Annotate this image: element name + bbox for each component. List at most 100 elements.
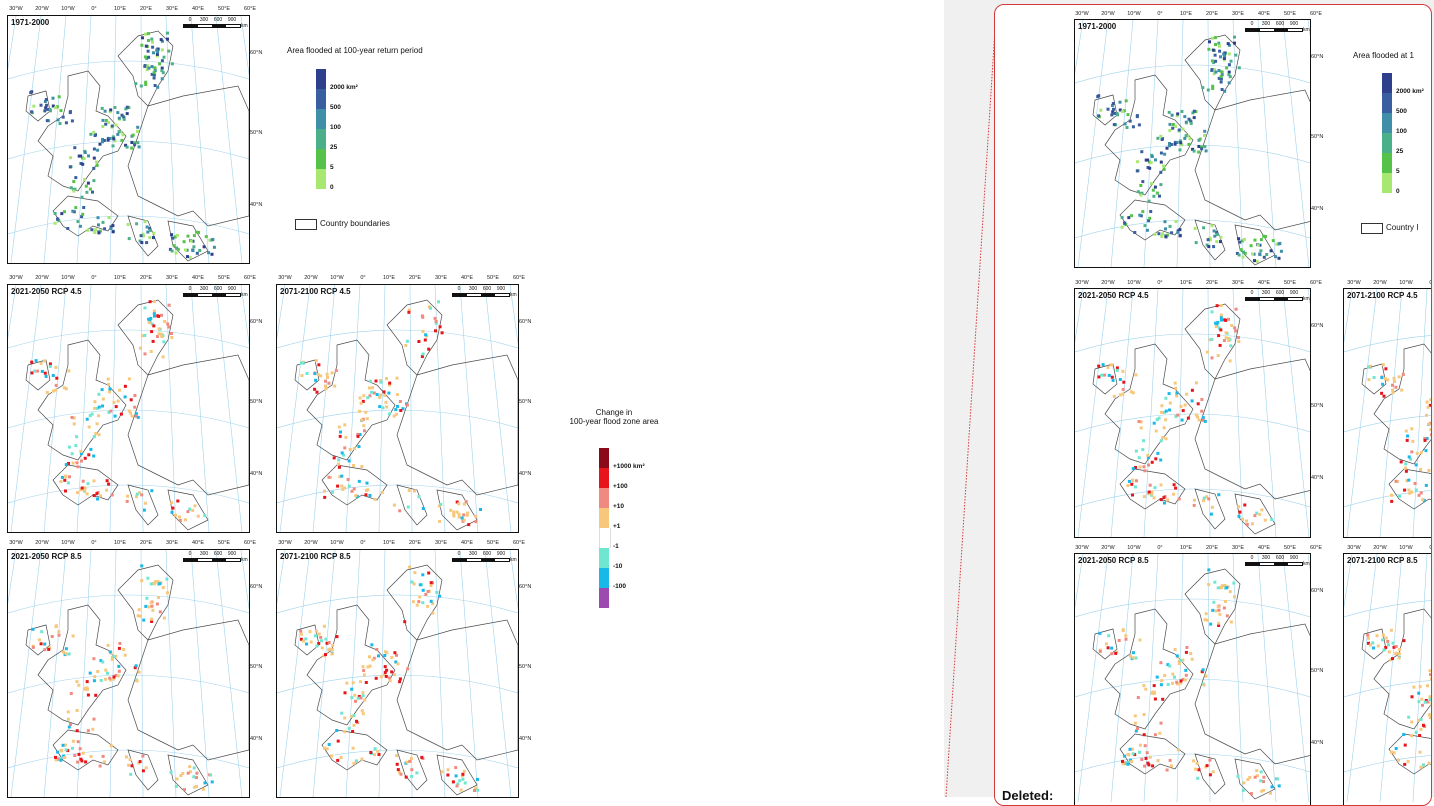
flood-cell [1417, 700, 1420, 703]
flood-cell [1169, 123, 1172, 126]
flood-cell [71, 452, 74, 455]
flood-cell [1199, 138, 1202, 141]
flood-cell [1147, 464, 1150, 467]
flood-cell [415, 771, 418, 774]
longitude-label: 50°E [480, 540, 506, 546]
flood-cell [359, 397, 362, 400]
flood-cell [111, 125, 114, 128]
flood-cell [1168, 665, 1171, 668]
coastline [118, 31, 173, 106]
flood-cell [66, 227, 69, 230]
flood-cell [87, 694, 90, 697]
flood-cell [1220, 586, 1223, 589]
flood-cell [1233, 326, 1236, 329]
flood-cell [1414, 482, 1417, 485]
country-boundaries-label: Country boundaries [320, 219, 390, 228]
flood-cell [1421, 498, 1424, 501]
flood-cell [421, 314, 424, 317]
flood-cell [1189, 652, 1192, 655]
longitude-label: 10°E [1173, 280, 1199, 286]
legend-label: 5 [1396, 168, 1400, 175]
flood-cell [90, 755, 93, 758]
flood-cell [1392, 642, 1395, 645]
flood-cell [304, 637, 307, 640]
flood-cell [63, 210, 66, 213]
flood-cell [400, 773, 403, 776]
flood-cell [1197, 145, 1200, 148]
flood-cell [461, 517, 464, 520]
longitude-label: 10°E [376, 275, 402, 281]
flood-cell [1228, 81, 1231, 84]
flood-cell [193, 766, 196, 769]
flood-cell [205, 235, 208, 238]
flood-cell [360, 465, 363, 468]
flood-cell [1243, 238, 1246, 241]
flood-cell [150, 38, 153, 41]
scale-unit: km [241, 23, 248, 29]
legend-change-colorbar: +1000 km²+100+10+1-1-10-100 [599, 448, 611, 608]
longitude-label: 30°W [3, 540, 29, 546]
flood-cell [320, 639, 323, 642]
flood-cell [79, 747, 82, 750]
flood-cell [1233, 36, 1236, 39]
flood-cell [62, 116, 65, 119]
flood-cell [328, 476, 331, 479]
flood-cell [393, 651, 396, 654]
flood-cell [1242, 256, 1245, 259]
flood-cell [380, 675, 383, 678]
parallel-line [1075, 414, 1310, 432]
flood-cell [111, 658, 114, 661]
flood-cell [76, 729, 79, 732]
flood-cell [408, 760, 411, 763]
flood-cell [147, 67, 150, 70]
flood-cell [1410, 491, 1413, 494]
flood-cell [43, 359, 46, 362]
flood-cell [63, 479, 66, 482]
flood-cell [1429, 695, 1432, 698]
flood-cell [1178, 228, 1181, 231]
flood-cell [410, 775, 413, 778]
flood-cell [1184, 404, 1187, 407]
flood-cell [126, 495, 129, 498]
flood-cell [74, 206, 77, 209]
latitude-label: 50°N [519, 664, 531, 670]
flood-cell [388, 676, 391, 679]
longitude-label: 40°E [454, 275, 480, 281]
flood-cell [1132, 467, 1135, 470]
flood-cell [145, 241, 148, 244]
flood-cell [1238, 515, 1241, 518]
flood-cell [152, 232, 155, 235]
flood-cell [56, 218, 59, 221]
flood-cell [324, 380, 327, 383]
flood-cell [1210, 513, 1213, 516]
parallel-line [1075, 334, 1310, 352]
legend-label: 100 [1396, 128, 1407, 135]
meridian-line [141, 550, 143, 797]
flood-cell [353, 447, 356, 450]
longitude-label: 20°W [29, 6, 55, 12]
flood-cell [1428, 762, 1431, 765]
flood-cell [1400, 460, 1403, 463]
europe-map-graphic [1075, 20, 1310, 267]
flood-cell [1272, 239, 1275, 242]
flood-cell [1184, 678, 1187, 681]
flood-cell [410, 768, 413, 771]
flood-cell [1403, 763, 1406, 766]
flood-cell [1157, 759, 1160, 762]
flood-cell [1386, 378, 1389, 381]
longitude-label: 10°W [324, 275, 350, 281]
flood-cell [1139, 184, 1142, 187]
longitude-label: 50°E [1277, 545, 1303, 551]
flood-cell [93, 157, 96, 160]
flood-cell [87, 154, 90, 157]
parallel-line [1075, 489, 1310, 507]
legend-area-title-truncated: Area flooded at 1 [1353, 51, 1414, 60]
flood-cell [390, 656, 393, 659]
flood-cell [1140, 150, 1143, 153]
flood-cell [1207, 568, 1210, 571]
longitude-label: 20°W [1367, 545, 1393, 551]
flood-cell [1160, 683, 1163, 686]
